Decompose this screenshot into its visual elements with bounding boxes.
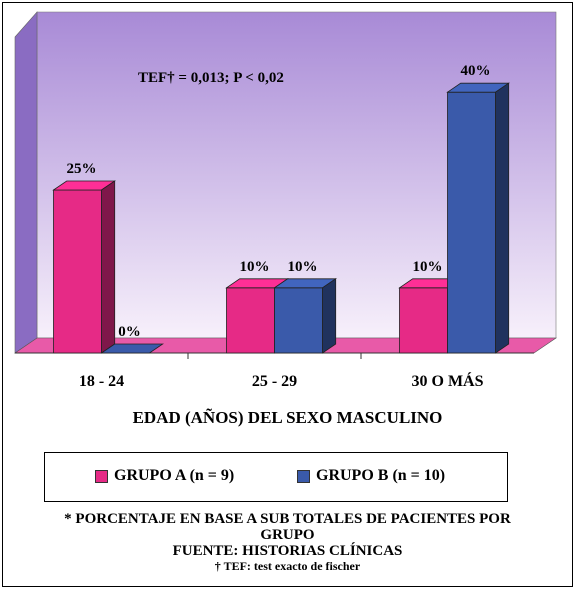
chart-notes: * PORCENTAJE EN BASE A SUB TOTALES DE PA… (0, 511, 575, 573)
bar-grupo-a (399, 287, 448, 354)
data-label: 40% (461, 63, 491, 79)
x-tick-label: 18 - 24 (79, 373, 124, 390)
note-source: FUENTE: HISTORIAS CLÍNICAS (172, 543, 403, 559)
bar-grupo-a (53, 189, 102, 354)
legend-item-grupo-b: GRUPO B (n = 10) (297, 467, 445, 485)
legend-item-grupo-a: GRUPO A (n = 9) (95, 467, 234, 485)
x-tick-label: 25 - 29 (252, 373, 297, 390)
legend-swatch-grupo-a (95, 469, 108, 483)
legend-label-grupo-b: GRUPO B (n = 10) (316, 467, 446, 484)
data-label: 10% (240, 259, 270, 275)
bar-side-face (322, 278, 337, 354)
note-percentage: * PORCENTAJE EN BASE A SUB TOTALES DE PA… (64, 511, 511, 543)
x-tick-label: 30 O MÁS (412, 371, 484, 390)
chart-annotation: TEF† = 0,013; P < 0,02 (138, 70, 284, 86)
plot-area: 18 - 24 25% 0% 25 - 29 10% 10% 30 O MÁS 10% 40% (14, 11, 557, 390)
data-label: 25% (67, 161, 97, 177)
legend-label-grupo-a: GRUPO A (n = 9) (114, 467, 235, 484)
data-label: 0% (118, 324, 141, 340)
bar-side-face (101, 180, 116, 354)
data-label: 10% (413, 259, 443, 275)
data-label: 10% (288, 259, 318, 275)
x-axis-title: EDAD (AÑOS) DEL SEXO MASCULINO (132, 408, 443, 427)
side-wall (14, 11, 38, 354)
legend-swatch-grupo-b (297, 469, 310, 483)
bar-zero (100, 343, 164, 354)
bar-grupo-a (226, 287, 275, 354)
bar-grupo-b (447, 91, 496, 354)
footnote-tef: † TEF: test exacto de fischer (214, 559, 361, 573)
bar-grupo-b (274, 287, 323, 354)
legend: GRUPO A (n = 9) GRUPO B (n = 10) (44, 452, 508, 502)
bar-side-face (495, 82, 510, 354)
